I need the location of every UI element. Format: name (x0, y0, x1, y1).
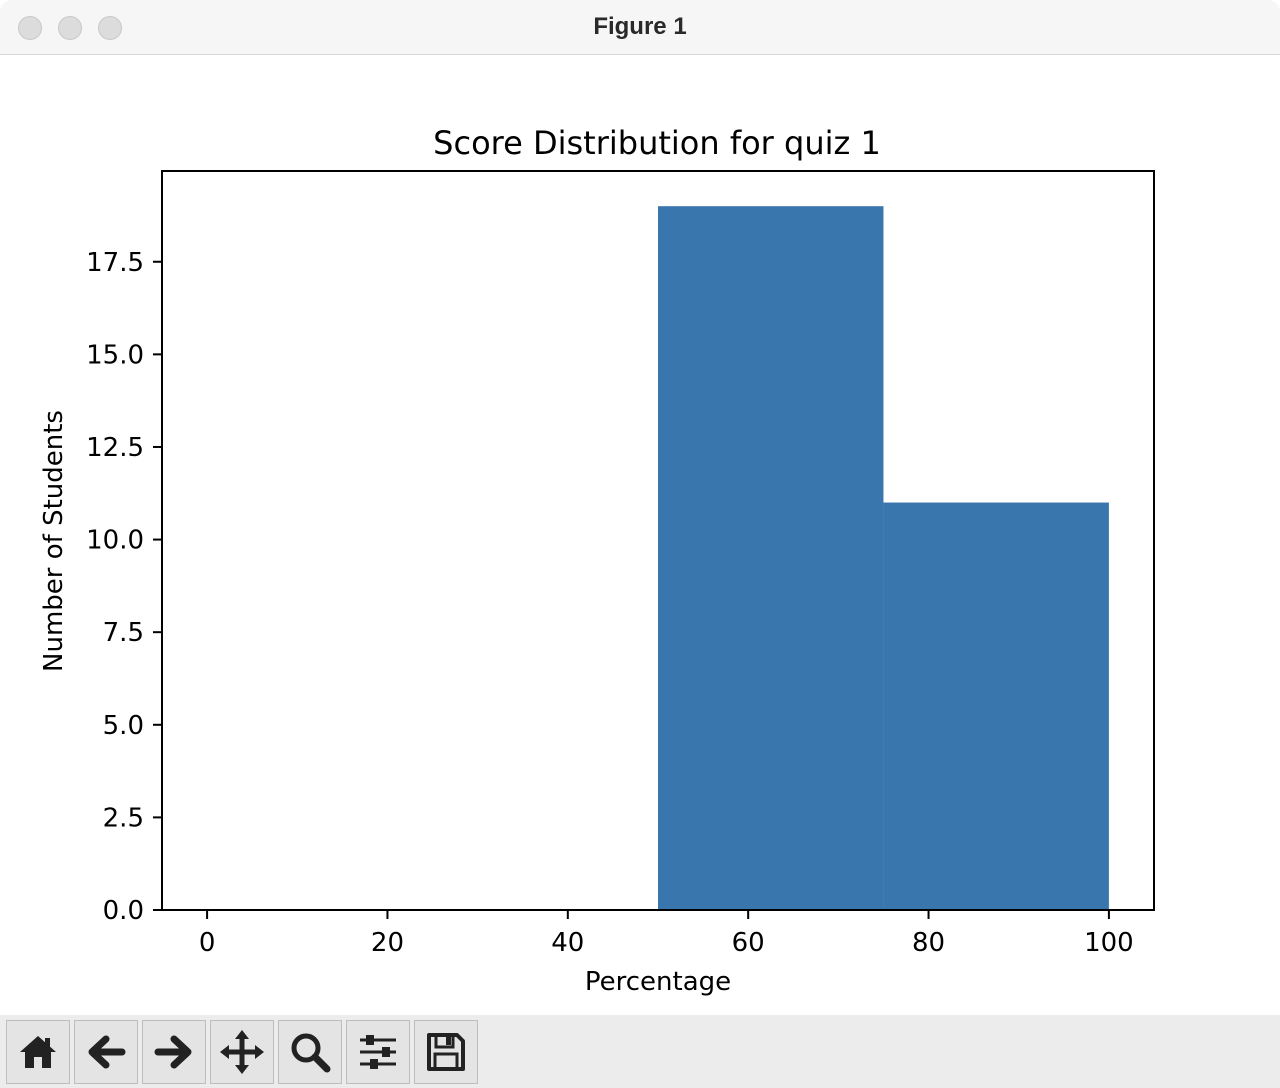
x-tick-label: 0 (199, 928, 216, 958)
y-axis-ticks: 0.0 2.5 5.0 7.5 10.0 12.5 15.0 17.5 (86, 248, 162, 926)
home-icon (20, 1036, 56, 1068)
title-bar: Figure 1 (0, 0, 1280, 55)
window-title: Figure 1 (593, 13, 687, 40)
save-button[interactable] (414, 1020, 478, 1084)
y-tick-label: 0.0 (103, 896, 144, 926)
figure-canvas[interactable]: Score Distribution for quiz 1 0 20 40 60 80 1… (0, 55, 1280, 1015)
close-window-button[interactable] (18, 16, 42, 40)
magnifier-icon (291, 1033, 331, 1073)
y-tick-label: 7.5 (103, 618, 144, 648)
forward-button[interactable] (142, 1020, 206, 1084)
arrow-left-icon (88, 1035, 126, 1069)
chart-title: Score Distribution for quiz 1 (433, 124, 881, 162)
y-tick-label: 10.0 (86, 526, 144, 556)
histogram-chart: Score Distribution for quiz 1 0 20 40 60 80 1… (39, 124, 1155, 997)
y-tick-label: 17.5 (86, 248, 144, 278)
bars-layer (658, 206, 1109, 910)
pan-button[interactable] (210, 1020, 274, 1084)
histogram-bar-1 (658, 206, 884, 910)
histogram-bar-2 (883, 502, 1109, 910)
x-tick-label: 100 (1084, 928, 1134, 958)
zoom-button[interactable] (278, 1020, 342, 1084)
minimize-window-button[interactable] (58, 16, 82, 40)
zoom-window-button[interactable] (98, 16, 122, 40)
sliders-icon (360, 1035, 396, 1069)
y-tick-label: 12.5 (86, 433, 144, 463)
x-tick-label: 80 (912, 928, 945, 958)
x-axis-label: Percentage (585, 967, 731, 997)
navigation-toolbar (0, 1015, 1280, 1088)
y-tick-label: 5.0 (103, 711, 144, 741)
home-button[interactable] (6, 1020, 70, 1084)
back-button[interactable] (74, 1020, 138, 1084)
x-tick-label: 40 (551, 928, 584, 958)
x-tick-label: 60 (732, 928, 765, 958)
x-tick-label: 20 (371, 928, 404, 958)
floppy-disk-icon (427, 1033, 465, 1071)
y-tick-label: 15.0 (86, 340, 144, 370)
configure-subplots-button[interactable] (346, 1020, 410, 1084)
x-axis-ticks: 0 20 40 60 80 100 (199, 910, 1134, 958)
y-axis-label: Number of Students (39, 410, 69, 672)
move-icon (220, 1030, 264, 1074)
y-tick-label: 2.5 (103, 803, 144, 833)
arrow-right-icon (154, 1035, 192, 1069)
